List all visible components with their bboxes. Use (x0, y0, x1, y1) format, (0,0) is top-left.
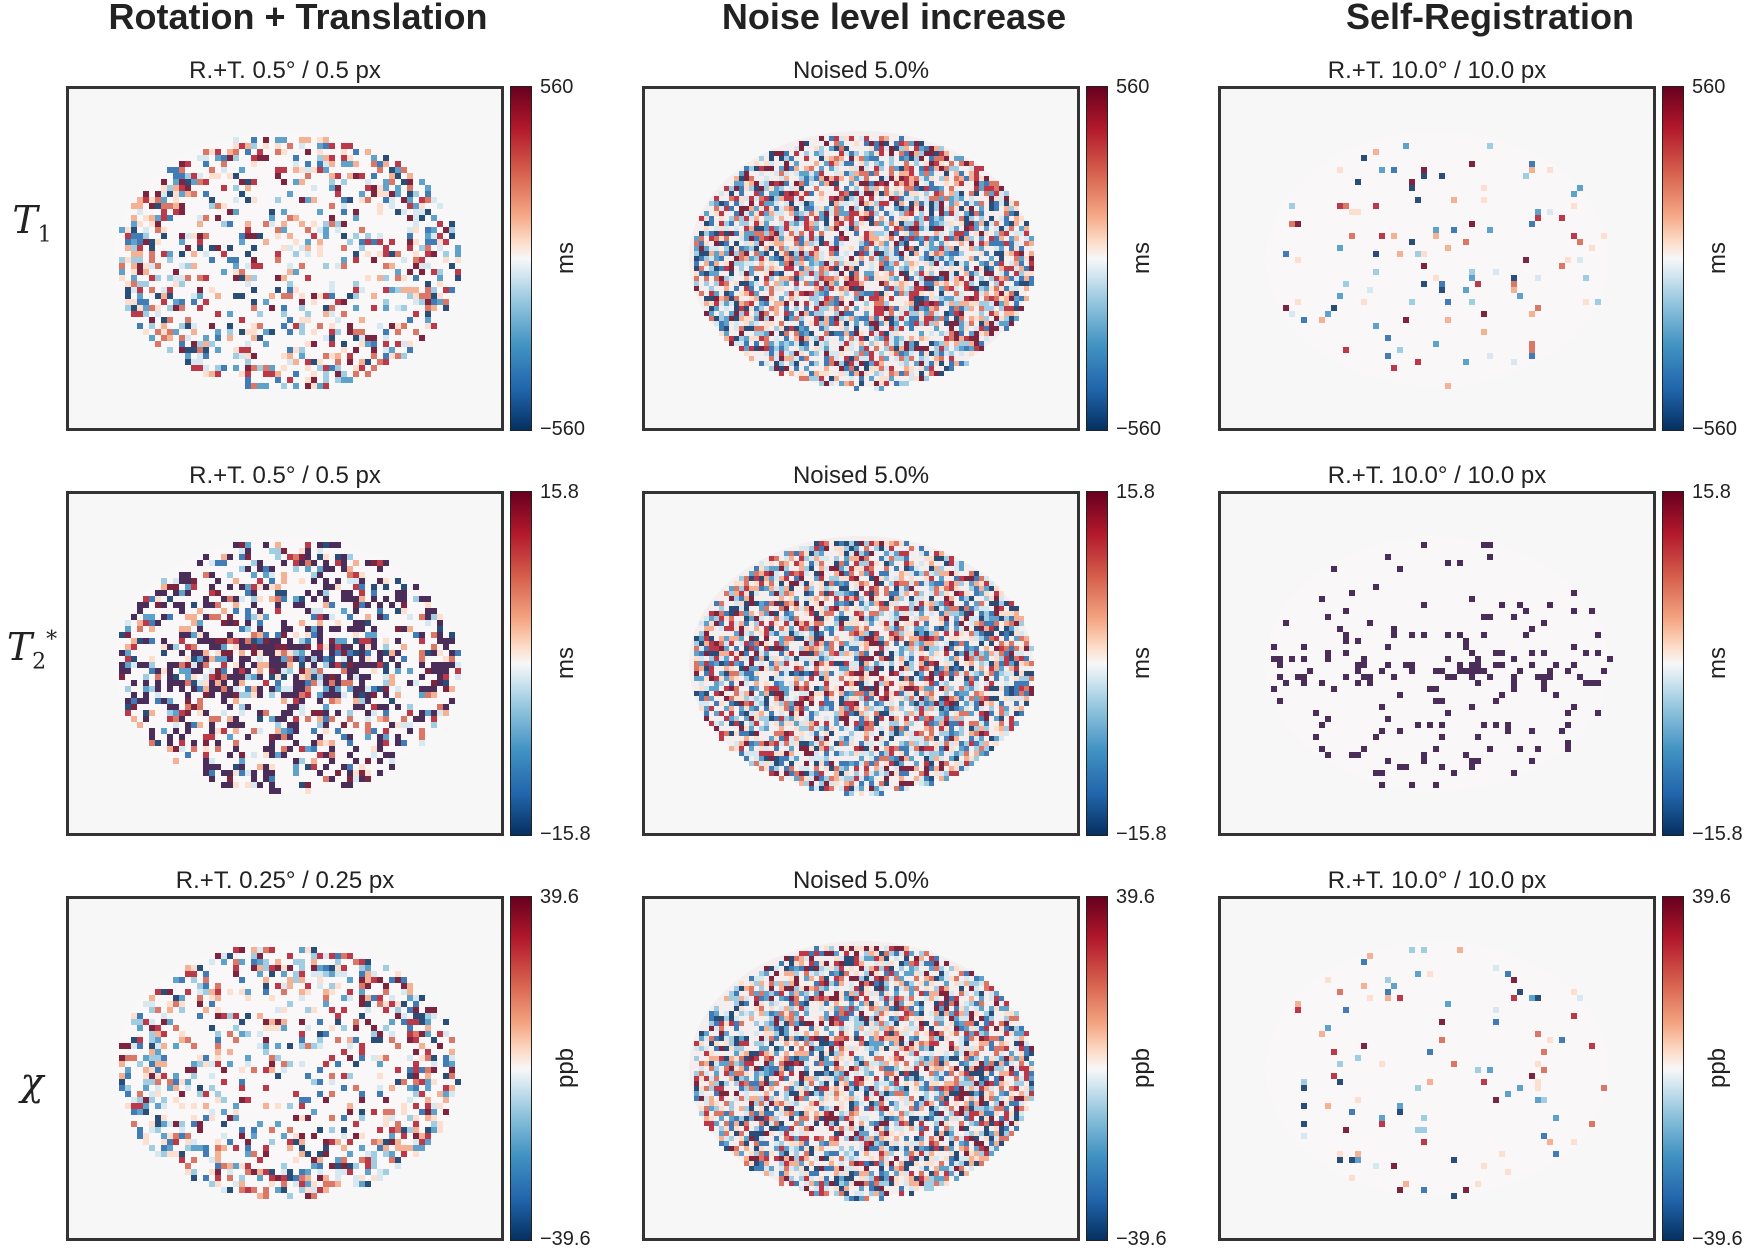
colorbar-min-label: −39.6 (1692, 1228, 1743, 1250)
colorbar-unit-label: ms (552, 242, 579, 274)
colorbar-min-label: −560 (1692, 418, 1738, 440)
colorbar-unit-label: ms (1704, 647, 1731, 679)
colorbar-min-label: −15.8 (1116, 823, 1167, 845)
colorbar-unit-label: ms (1128, 242, 1155, 274)
colorbar-max-label: 39.6 (1116, 886, 1155, 908)
colorbar-unit-label: ms (552, 647, 579, 679)
colorbar-t1-noise (1086, 86, 1108, 431)
colorbar-t1-self-registration (1662, 86, 1684, 431)
row-label-t1: T1 (12, 198, 52, 248)
colorbar-unit-label: ppb (1128, 1047, 1155, 1089)
panel-title-chi-noise: Noised 5.0% (792, 867, 930, 894)
map-panel-t2star-self-registration (1218, 491, 1656, 836)
brain-difference-map (1265, 131, 1609, 389)
colorbar-unit-label: ms (1704, 242, 1731, 274)
colorbar-min-label: −560 (1116, 418, 1162, 440)
colorbar-min-label: −15.8 (1692, 823, 1743, 845)
map-panel-t2star-noise (642, 491, 1080, 836)
colorbar-chi-self-registration (1662, 896, 1684, 1241)
panel-title-chi-self-registration: R.+T. 10.0° / 10.0 px (1327, 867, 1547, 894)
map-panel-t1-noise (642, 86, 1080, 431)
map-panel-chi-rotation-translation (66, 896, 504, 1241)
panel-title-chi-rotation-translation: R.+T. 0.25° / 0.25 px (175, 867, 395, 894)
colorbar-min-label: −560 (540, 418, 586, 440)
colorbar-max-label: 15.8 (1116, 481, 1155, 503)
colorbar-max-label: 15.8 (1692, 481, 1731, 503)
colorbar-t2star-rotation-translation (510, 491, 532, 836)
column-title-self-registration: Self-Registration (1345, 0, 1635, 37)
colorbar-max-label: 39.6 (540, 886, 579, 908)
colorbar-unit-label: ms (1128, 647, 1155, 679)
colorbar-max-label: 560 (1692, 76, 1726, 98)
brain-difference-map (113, 131, 461, 389)
column-title-rotation-translation: Rotation + Translation (108, 0, 488, 37)
map-panel-t1-self-registration (1218, 86, 1656, 431)
colorbar-max-label: 39.6 (1692, 886, 1731, 908)
column-title-noise-level: Noise level increase (721, 0, 1067, 37)
panel-title-t2star-rotation-translation: R.+T. 0.5° / 0.5 px (189, 462, 381, 489)
colorbar-min-label: −15.8 (540, 823, 591, 845)
brain-difference-map (689, 536, 1034, 796)
brain-difference-map (113, 536, 461, 794)
map-panel-chi-noise (642, 896, 1080, 1241)
colorbar-t2star-noise (1086, 491, 1108, 836)
colorbar-min-label: −39.6 (1116, 1228, 1167, 1250)
map-panel-t1-rotation-translation (66, 86, 504, 431)
colorbar-chi-noise (1086, 896, 1108, 1241)
colorbar-t2star-self-registration (1662, 491, 1684, 836)
colorbar-t1-rotation-translation (510, 86, 532, 431)
colorbar-unit-label: ppb (552, 1047, 579, 1089)
brain-difference-map (689, 131, 1034, 391)
colorbar-chi-rotation-translation (510, 896, 532, 1241)
brain-difference-map (689, 941, 1034, 1201)
row-label-t2star: T2* (6, 625, 58, 675)
colorbar-max-label: 15.8 (540, 481, 579, 503)
row-label-chi: χ (20, 1060, 44, 1104)
colorbar-min-label: −39.6 (540, 1228, 591, 1250)
brain-difference-map (113, 941, 461, 1199)
panel-title-t2star-self-registration: R.+T. 10.0° / 10.0 px (1327, 462, 1547, 489)
colorbar-unit-label: ppb (1704, 1047, 1731, 1089)
colorbar-max-label: 560 (1116, 76, 1150, 98)
panel-title-t1-rotation-translation: R.+T. 0.5° / 0.5 px (189, 57, 381, 84)
map-panel-t2star-rotation-translation (66, 491, 504, 836)
colorbar-max-label: 560 (540, 76, 574, 98)
panel-title-t1-self-registration: R.+T. 10.0° / 10.0 px (1327, 57, 1547, 84)
brain-difference-map (1265, 941, 1609, 1199)
brain-difference-map (1265, 536, 1613, 792)
panel-title-t1-noise: Noised 5.0% (792, 57, 930, 84)
map-panel-chi-self-registration (1218, 896, 1656, 1241)
panel-title-t2star-noise: Noised 5.0% (792, 462, 930, 489)
